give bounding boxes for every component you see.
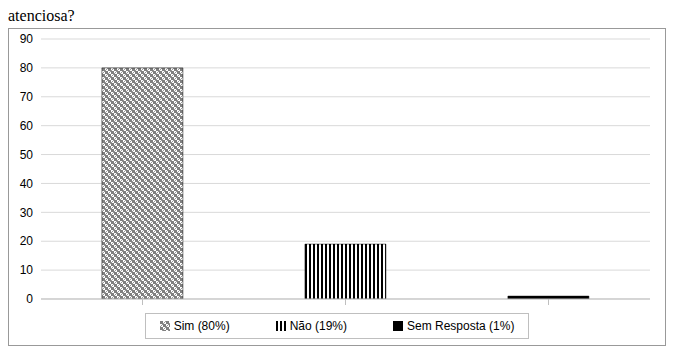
html-text:Não (19%): Não (19%) bbox=[289, 319, 347, 333]
svg-text:40: 40 bbox=[20, 177, 34, 191]
svg-text:90: 90 bbox=[20, 32, 34, 46]
svg-text:60: 60 bbox=[20, 119, 34, 133]
svg-text:50: 50 bbox=[20, 148, 34, 162]
svg-text:20: 20 bbox=[20, 234, 34, 248]
html-text:Sim (80%): Sim (80%) bbox=[173, 319, 230, 333]
html-text:Sem Resposta (1%): Sem Resposta (1%) bbox=[407, 319, 515, 333]
svg-text:0: 0 bbox=[26, 292, 33, 306]
html-text:atenciosa?: atenciosa? bbox=[8, 7, 75, 24]
svg-text:30: 30 bbox=[20, 206, 34, 220]
svg-text:10: 10 bbox=[20, 263, 34, 277]
svg-text:80: 80 bbox=[20, 61, 34, 75]
svg-text:70: 70 bbox=[20, 90, 34, 104]
